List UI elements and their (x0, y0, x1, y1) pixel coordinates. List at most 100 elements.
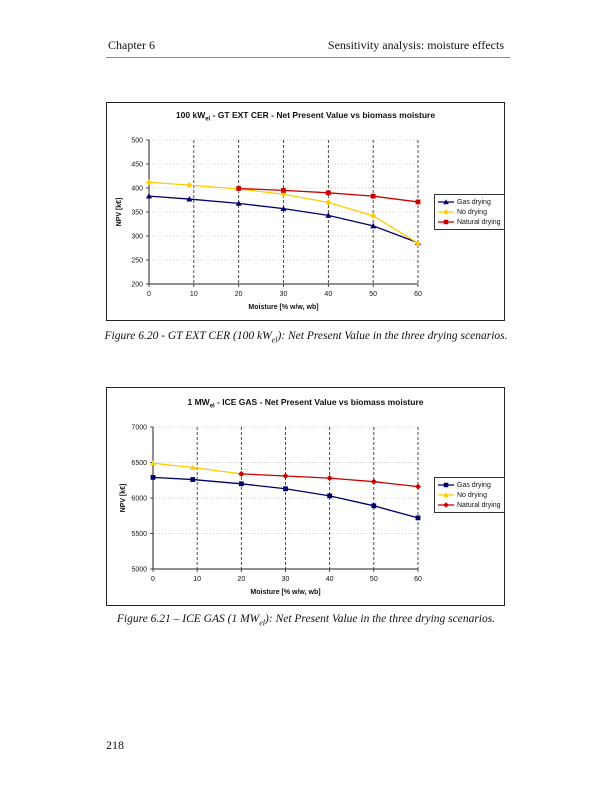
legend-label: No drying (457, 491, 487, 499)
legend-marker (443, 209, 449, 215)
data-point (325, 199, 332, 206)
legend-marker (443, 199, 449, 205)
x-tick-label: 50 (369, 291, 377, 298)
data-point (186, 196, 193, 202)
x-tick-label: 60 (414, 291, 422, 298)
x-tick-label: 60 (414, 576, 422, 583)
caption-post: ): Net Present Value in the three drying… (277, 330, 508, 342)
data-point (150, 460, 156, 466)
y-tick-label: 400 (131, 186, 143, 193)
y-tick-label: 500 (131, 138, 143, 145)
chart-legend: Gas drying No drying Natural drying (434, 477, 505, 513)
x-tick-label: 40 (326, 576, 334, 583)
caption-pre: Figure 6.20 - GT EXT CER (100 kW (104, 330, 272, 342)
data-point (415, 483, 421, 490)
legend-swatch (438, 209, 454, 215)
figure-6-20-chart: 100 kWel - GT EXT CER - Net Present Valu… (106, 102, 505, 321)
data-point (325, 190, 331, 196)
page-number: 218 (106, 738, 124, 752)
data-point (190, 477, 196, 482)
y-tick-label: 5000 (131, 567, 147, 574)
figure-6-21-chart: 1 MWel - ICE GAS - Net Present Value vs … (106, 387, 505, 606)
y-tick-label: 250 (131, 258, 143, 265)
y-axis-label: NPV [k€] (116, 198, 123, 227)
data-point (238, 470, 245, 477)
legend-label: No drying (457, 208, 487, 216)
x-axis-label: Moisture [% w/w, wb] (250, 589, 320, 596)
y-tick-label: 6000 (131, 496, 147, 503)
figure-6-21-caption: Figure 6.21 – ICE GAS (1 MWel): Net Pres… (0, 613, 612, 627)
data-point (186, 182, 193, 189)
data-point (280, 191, 287, 198)
chart-plot-area: 5000 5500 6000 6500 7000 0 10 20 30 40 50 60 Moistur… (120, 425, 422, 597)
legend-item: Gas drying (438, 197, 501, 207)
legend-swatch (438, 482, 454, 488)
chart-title: 1 MWel - ICE GAS - Net Present Value vs … (107, 397, 504, 410)
x-tick-label: 10 (190, 291, 198, 298)
y-tick-label: 450 (131, 162, 143, 169)
legend-swatch (438, 219, 454, 225)
figure-6-20-caption: Figure 6.20 - GT EXT CER (100 kWel): Net… (0, 330, 612, 344)
caption-post: ): Net Present Value in the three drying… (265, 613, 496, 625)
x-axis-label: Moisture [% w/w, wb] (248, 304, 318, 311)
data-point (370, 193, 376, 199)
y-tick-label: 300 (131, 234, 143, 241)
data-point (280, 205, 287, 212)
legend-marker (443, 492, 449, 498)
x-tick-label: 20 (237, 576, 245, 583)
chapter-label: Chapter 6 (108, 38, 155, 52)
legend-item: No drying (438, 490, 501, 500)
data-point (146, 179, 152, 186)
legend-label: Gas drying (457, 198, 491, 206)
chart-title-pre: 1 MW (187, 397, 210, 407)
data-point (236, 186, 242, 191)
data-point (283, 486, 288, 492)
x-tick-label: 20 (235, 291, 243, 298)
legend-marker (443, 219, 449, 225)
x-tick-label: 0 (147, 291, 151, 298)
data-point (370, 222, 377, 229)
legend-marker (443, 482, 449, 488)
chart-plot-area: 200 250 300 350 400 450 500 0 10 20 30 40 50 60 Moistu… (116, 138, 422, 312)
y-tick-label: 6500 (131, 460, 147, 467)
data-point (150, 475, 156, 480)
data-point (415, 240, 421, 247)
y-tick-label: 350 (131, 210, 143, 217)
legend-marker (443, 502, 449, 508)
data-point (370, 478, 377, 485)
x-tick-label: 40 (324, 291, 332, 298)
chart-title: 100 kWel - GT EXT CER - Net Present Valu… (107, 110, 504, 123)
x-tick-label: 50 (370, 576, 378, 583)
data-point (326, 475, 333, 482)
y-tick-label: 200 (131, 282, 143, 289)
chart-title-post: - GT EXT CER - Net Present Value vs biom… (210, 110, 436, 120)
caption-sub: el (259, 618, 266, 628)
data-point (238, 481, 244, 487)
x-tick-label: 30 (282, 576, 290, 583)
legend-label: Gas drying (457, 481, 491, 489)
caption-pre: Figure 6.21 – ICE GAS (1 MW (116, 613, 260, 625)
data-point (327, 493, 333, 499)
y-tick-label: 5500 (131, 531, 147, 538)
chart-title-pre: 100 kW (175, 110, 206, 120)
legend-swatch (438, 492, 454, 498)
x-tick-label: 0 (151, 576, 155, 583)
data-point (281, 188, 286, 193)
x-tick-label: 30 (280, 291, 288, 298)
data-point (235, 200, 242, 206)
legend-label: Natural drying (457, 501, 501, 509)
data-point (189, 464, 196, 470)
y-axis-label: NPV [k€] (120, 484, 127, 513)
legend-swatch (438, 502, 454, 508)
data-point (415, 199, 421, 205)
data-point (371, 503, 377, 509)
legend-swatch (438, 199, 454, 205)
chart-title-sub: el (205, 116, 211, 123)
chart-title-post: - ICE GAS - Net Present Value vs biomass… (214, 397, 424, 407)
legend-label: Natural drying (457, 218, 501, 226)
legend-item: Gas drying (438, 480, 501, 490)
caption-sub: el (271, 335, 278, 345)
chart-legend: Gas drying No drying Natural drying (434, 194, 505, 230)
legend-item: Natural drying (438, 217, 501, 227)
data-point (415, 515, 421, 521)
